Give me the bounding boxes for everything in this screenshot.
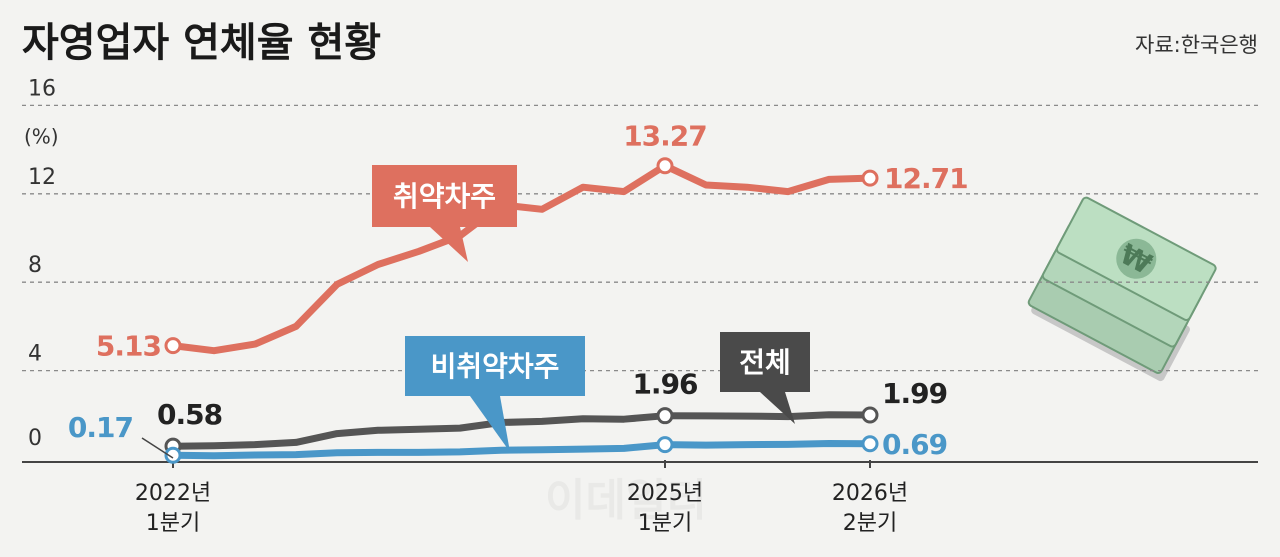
callout-box (720, 332, 810, 392)
callout-box (405, 336, 585, 396)
series-2 (164, 435, 879, 464)
data-point (164, 446, 182, 464)
axes: 0 4 8 12 16 (%) 2022년 1분기 2025년 1분기 2026년 2분기 (22, 76, 1258, 536)
data-point (861, 435, 879, 453)
callout-box (372, 165, 517, 227)
data-label: 0.69 (882, 428, 947, 461)
series-line (169, 162, 874, 355)
data-label: 0.58 (157, 398, 222, 431)
y-tick-label: 4 (28, 342, 42, 367)
callout-pointer (430, 227, 468, 262)
callout-pointer (760, 392, 795, 424)
data-point (861, 169, 879, 187)
source-note: 자료:한국은행 (1135, 33, 1258, 57)
series-0 (164, 157, 879, 355)
chart-title: 자영업자 연체율 현황 (22, 20, 381, 66)
x-tick-label: 2026년 (832, 481, 908, 506)
y-tick-label: 8 (28, 253, 42, 278)
data-point (656, 436, 674, 454)
data-label: 12.71 (884, 162, 968, 195)
x-tick-label: 2025년 (627, 481, 703, 506)
x-tick-label: 2분기 (843, 511, 897, 536)
data-label: 1.96 (632, 368, 697, 401)
series-name-label: 비취약차주 (431, 350, 560, 383)
data-point (861, 406, 879, 424)
data-point (656, 407, 674, 425)
leader-line (141, 437, 174, 459)
data-point (164, 337, 182, 355)
data-label: 1.99 (882, 377, 947, 410)
y-tick-label: 0 (28, 426, 42, 451)
data-label: 5.13 (96, 330, 161, 363)
data-label: 0.17 (68, 411, 133, 444)
x-tick-label: 1분기 (146, 511, 200, 536)
data-point (656, 157, 674, 175)
plot-area: 5.13 13.27 12.71 0.58 1.96 1.99 0.17 0.69 취약차주전체… (68, 120, 969, 464)
watermark-text: 이데일리 (545, 475, 707, 526)
y-tick-label: 12 (28, 165, 56, 190)
banknotes-illustration: ₩ (1027, 196, 1217, 382)
y-tick-label: 16 (28, 76, 56, 101)
series-name-label: 전체 (739, 346, 791, 379)
series-callout-0: 취약차주 (372, 165, 517, 262)
x-tick-label: 2022년 (135, 481, 211, 506)
series-line (169, 411, 874, 450)
x-tick-label: 1분기 (638, 511, 692, 536)
callout-pointer (470, 396, 510, 452)
series-name-label: 취약차주 (393, 180, 496, 213)
data-label: 13.27 (623, 120, 707, 153)
y-unit-label: (%) (24, 124, 59, 148)
series-callout-2: 비취약차주 (405, 336, 585, 452)
series-callout-1: 전체 (720, 332, 810, 424)
series-line (169, 440, 874, 460)
